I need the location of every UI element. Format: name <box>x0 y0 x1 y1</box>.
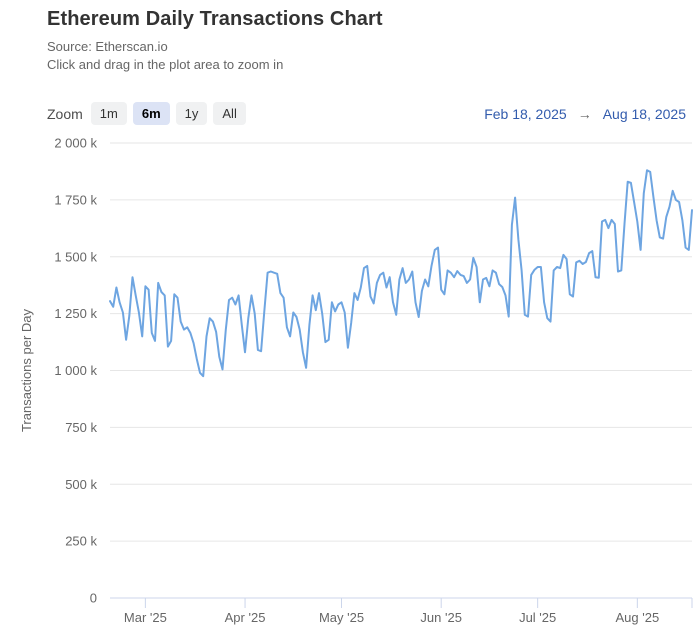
x-axis-label-apr: Apr '25 <box>225 610 266 625</box>
date-range-from[interactable]: Feb 18, 2025 <box>484 105 567 122</box>
zoom-button-1y[interactable]: 1y <box>175 102 208 125</box>
range-selector: Zoom 1m 6m 1y All Feb 18, 2025 → Aug 18, 20… <box>47 100 686 127</box>
date-range: Feb 18, 2025 → Aug 18, 2025 <box>484 106 686 122</box>
transactions-series-line <box>109 169 693 378</box>
zoom-buttons: 1m 6m 1y All <box>90 102 246 125</box>
y-axis-label-750k: 750 k <box>65 420 97 435</box>
date-range-to[interactable]: Aug 18, 2025 <box>602 105 686 122</box>
zoom-button-all[interactable]: All <box>213 102 246 125</box>
x-axis-label-mar: Mar '25 <box>124 610 167 625</box>
zoom-label: Zoom <box>47 105 83 122</box>
x-axis-label-may: May '25 <box>319 610 364 625</box>
y-axis-label-1250k: 1 250 k <box>54 306 97 321</box>
y-axis-label-1000k: 1 000 k <box>54 363 97 378</box>
y-axis-label-2000k: 2 000 k <box>54 136 97 151</box>
y-axis-label-500k: 500 k <box>65 477 97 492</box>
y-axis-label-250k: 250 k <box>65 534 97 549</box>
x-axis-label-aug: Aug '25 <box>615 610 659 625</box>
chart-zoom-hint: Click and drag in the plot area to zoom … <box>47 57 284 72</box>
y-axis-label-1750k: 1 750 k <box>54 192 97 207</box>
page-title: Ethereum Daily Transactions Chart <box>47 8 383 30</box>
y-axis-title: Transactions per Day <box>19 308 34 432</box>
x-axis-label-jul: Jul '25 <box>519 610 556 625</box>
chart-source-subtitle: Source: Etherscan.io <box>47 39 168 54</box>
arrow-right-icon: → <box>577 105 592 122</box>
zoom-button-group: Zoom 1m 6m 1y All <box>47 102 246 125</box>
y-axis-label-1500k: 1 500 k <box>54 249 97 264</box>
zoom-button-1m[interactable]: 1m <box>90 102 127 125</box>
zoom-button-6m[interactable]: 6m <box>132 102 170 125</box>
chart-header: Ethereum Daily Transactions Chart Source… <box>47 8 383 74</box>
y-axis-label-0: 0 <box>90 591 97 606</box>
x-axis-label-jun: Jun '25 <box>420 610 462 625</box>
